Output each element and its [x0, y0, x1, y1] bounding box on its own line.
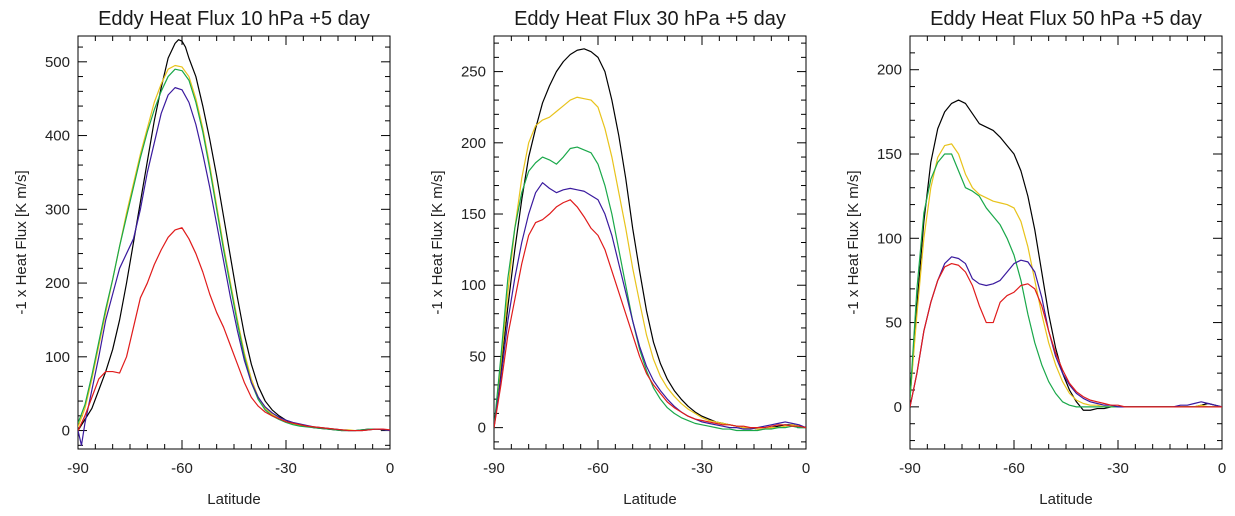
y-tick-label: 100: [461, 277, 486, 294]
y-tick-label: 200: [877, 62, 902, 79]
x-tick-label: -60: [171, 460, 193, 477]
series-line-4: [910, 256, 1222, 408]
y-axis-label: -1 x Heat Flux [K m/s]: [845, 170, 862, 314]
x-axis-label: Latitude: [623, 491, 676, 508]
plot-frame: [493, 35, 807, 450]
series-line-2: [78, 64, 390, 432]
series-line-3: [78, 68, 390, 432]
x-tick-label: 0: [386, 460, 394, 477]
plot-frame: [77, 35, 391, 450]
y-tick-label: 150: [461, 206, 486, 223]
y-axis-label: -1 x Heat Flux [K m/s]: [429, 170, 446, 314]
series-line-3: [910, 153, 1222, 408]
y-tick-label: 200: [45, 275, 70, 292]
chart-panel-1: Eddy Heat Flux 10 hPa +5 day -90 -60 -30 0 0 1…: [13, 8, 394, 508]
x-tick-label: -90: [899, 460, 921, 477]
y-tick-label: 200: [461, 135, 486, 152]
y-tick-label: 0: [478, 420, 486, 437]
series-line-5: [910, 262, 1222, 408]
y-tick-label: 50: [885, 315, 902, 332]
series-line-4: [78, 87, 390, 446]
series-line-3: [494, 146, 806, 432]
chart-title: Eddy Heat Flux 30 hPa +5 day: [514, 8, 786, 30]
y-tick-label: 150: [877, 146, 902, 163]
x-tick-label: 0: [1218, 460, 1226, 477]
y-tick-label: 250: [461, 64, 486, 81]
y-tick-label: 100: [45, 349, 70, 366]
series-line-5: [494, 199, 806, 429]
y-tick-label: 300: [45, 201, 70, 218]
y-tick-label: 500: [45, 54, 70, 71]
y-axis-label: -1 x Heat Flux [K m/s]: [13, 170, 30, 314]
chart-panel-2: Eddy Heat Flux 30 hPa +5 day -90 -60 -30 0 0 5…: [429, 8, 810, 508]
y-tick-label: 0: [62, 423, 70, 440]
x-tick-label: -30: [275, 460, 297, 477]
x-tick-label: 0: [802, 460, 810, 477]
x-tick-label: -30: [691, 460, 713, 477]
y-tick-label: 100: [877, 230, 902, 247]
x-tick-label: -90: [67, 460, 89, 477]
series-line-4: [494, 182, 806, 430]
x-tick-label: -60: [587, 460, 609, 477]
chart-title: Eddy Heat Flux 10 hPa +5 day: [98, 8, 370, 30]
y-tick-label: 400: [45, 128, 70, 145]
series-line-1: [910, 99, 1222, 411]
series-line-5: [78, 227, 390, 432]
series-line-2: [910, 143, 1222, 408]
chart-title: Eddy Heat Flux 50 hPa +5 day: [930, 8, 1202, 30]
series-line-1: [78, 39, 390, 432]
chart-panel-3: Eddy Heat Flux 50 hPa +5 day -90 -60 -30 0 0 5…: [845, 8, 1226, 508]
x-tick-label: -30: [1107, 460, 1129, 477]
x-axis-label: Latitude: [1039, 491, 1092, 508]
x-tick-label: -60: [1003, 460, 1025, 477]
series-line-1: [494, 48, 806, 430]
x-tick-label: -90: [483, 460, 505, 477]
y-tick-label: 0: [894, 399, 902, 416]
y-tick-label: 50: [469, 348, 486, 365]
x-axis-label: Latitude: [207, 491, 260, 508]
